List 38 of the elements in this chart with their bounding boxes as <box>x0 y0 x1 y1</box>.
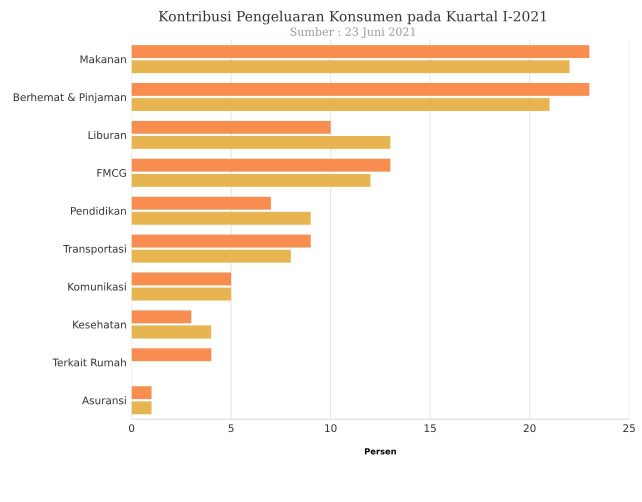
y-tick-label: Makanan <box>80 55 126 64</box>
y-tick-label: Terkait Rumah <box>52 358 126 366</box>
x-tick-label: 20 <box>524 424 536 432</box>
bar <box>132 60 570 74</box>
x-tick-label: 25 <box>623 424 635 432</box>
bar <box>132 386 152 400</box>
bar <box>132 234 311 248</box>
bar <box>132 326 212 338</box>
bar <box>132 45 590 58</box>
bar <box>132 250 291 263</box>
bar <box>132 174 370 187</box>
y-tick-label: FMCG <box>97 169 126 177</box>
chart-title: Kontribusi Pengeluaran Konsumen pada Kuartal I-2021 <box>158 10 546 24</box>
x-axis-title: Persen <box>364 448 396 454</box>
bar <box>132 288 232 301</box>
bar <box>132 82 590 96</box>
y-tick-label: Kesehatan <box>73 320 126 329</box>
y-tick-label: Asuransi <box>82 396 126 404</box>
bar <box>132 212 311 225</box>
bar <box>132 348 212 362</box>
x-tick-label: 15 <box>424 424 436 432</box>
bar <box>132 196 271 210</box>
bar <box>132 158 390 172</box>
x-tick-label: 0 <box>128 424 134 432</box>
bar <box>132 401 152 414</box>
y-tick-label: Pendidikan <box>71 206 126 215</box>
bar <box>132 120 331 134</box>
chart-subtitle: Sumber : 23 Juni 2021 <box>290 27 415 38</box>
y-tick-label: Transportasi <box>63 244 126 255</box>
y-tick-label: Liburan <box>88 130 126 140</box>
bar <box>132 272 232 286</box>
bar <box>132 136 390 149</box>
y-tick-label: Berhemat & Pinjaman <box>14 93 126 104</box>
y-tick-label: Komunikasi <box>68 282 126 291</box>
x-tick-label: 5 <box>228 424 234 432</box>
bar <box>132 98 550 112</box>
x-tick-label: 10 <box>325 424 337 432</box>
bar <box>132 310 192 324</box>
